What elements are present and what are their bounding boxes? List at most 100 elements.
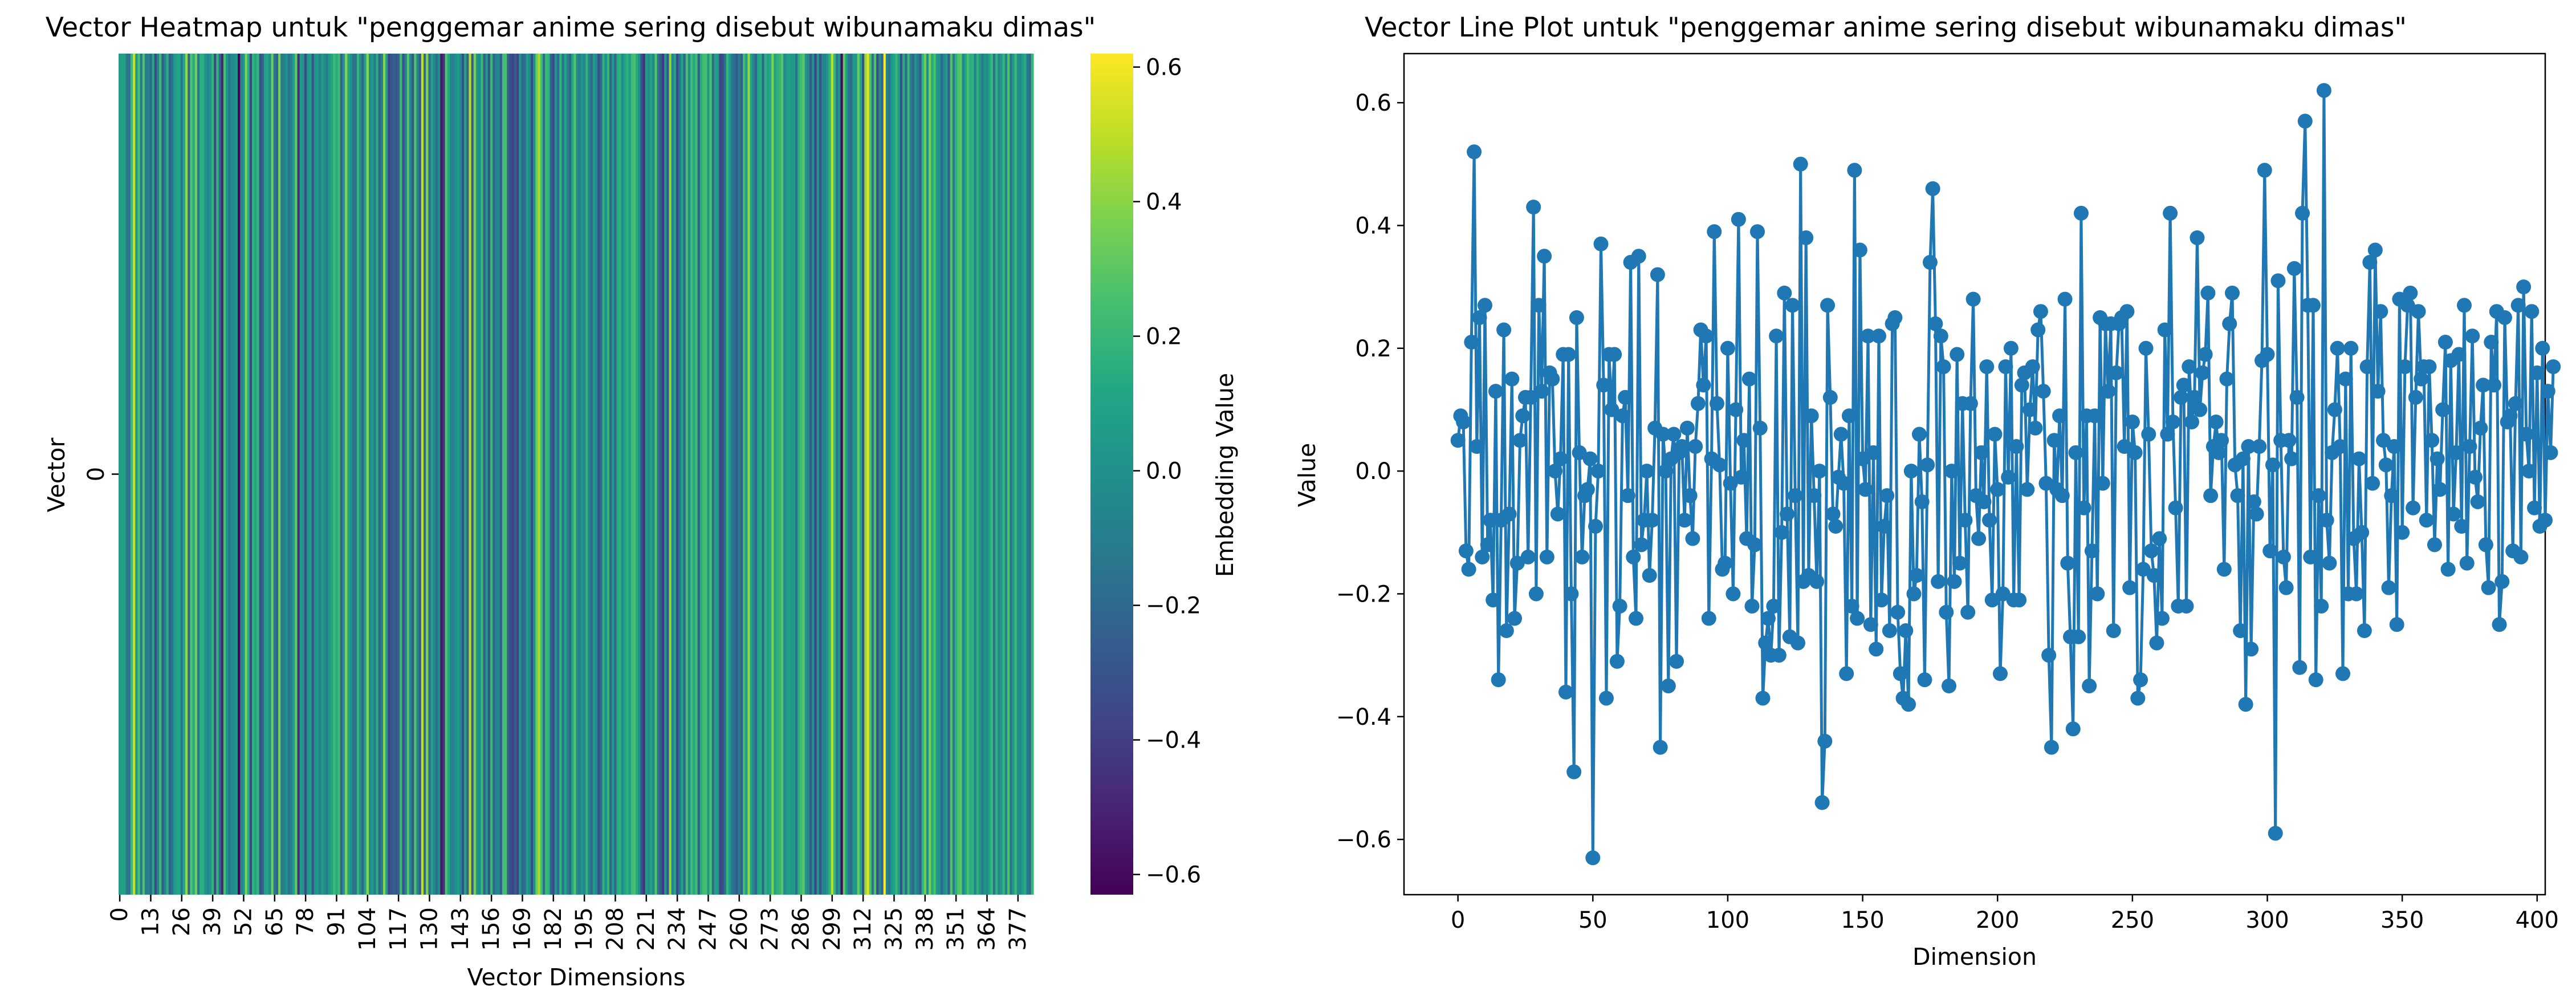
heatmap-cell: [654, 54, 658, 895]
line-plot-point: [2033, 304, 2048, 319]
line-plot-point: [2538, 513, 2553, 528]
line-plot-x-tick-label: 50: [1578, 907, 1608, 933]
heatmap-cell: [866, 54, 870, 895]
heatmap-cell: [433, 54, 436, 895]
heatmap-cell: [707, 54, 710, 895]
heatmap-x-tick-label: 299: [819, 907, 845, 951]
line-plot-y-tick-label: 0.6: [1355, 90, 1391, 116]
heatmap-cell: [445, 54, 448, 895]
line-plot-point: [2476, 377, 2491, 393]
line-plot-point: [2322, 555, 2337, 571]
colorbar-tick-label: −0.4: [1146, 728, 1201, 754]
line-plot-point: [2470, 494, 2485, 509]
line-plot-point: [2084, 543, 2099, 559]
heatmap-cell: [938, 54, 941, 895]
line-plot-point: [2073, 205, 2089, 221]
line-plot-point: [1882, 623, 1897, 639]
line-plot-point: [2540, 384, 2555, 399]
heatmap-cell: [626, 54, 629, 895]
line-plot-point: [1690, 396, 1706, 411]
line-plot-point: [2448, 445, 2464, 460]
line-plot-point: [2338, 371, 2353, 387]
heatmap-cell: [757, 54, 760, 895]
line-plot-point: [1642, 568, 1657, 583]
heatmap-cell: [156, 54, 160, 895]
heatmap-cell: [406, 54, 410, 895]
heatmap-cell: [833, 54, 836, 895]
heatmap-cell: [252, 54, 255, 895]
heatmap-cell: [747, 54, 751, 895]
heatmap-cell: [392, 54, 396, 895]
heatmap-cell: [245, 54, 248, 895]
heatmap-y-tick-label: 0: [83, 467, 109, 481]
heatmap-cell: [271, 54, 274, 895]
line-plot-point: [1653, 740, 1668, 755]
line-plot-point: [2508, 396, 2523, 411]
heatmap-cell: [330, 54, 333, 895]
line-plot-point: [1861, 328, 1876, 344]
line-plot-point: [1685, 531, 1700, 546]
line-plot-point: [2141, 427, 2156, 442]
heatmap-cell: [378, 54, 381, 895]
line-plot-point: [2535, 340, 2550, 356]
line-plot-point: [2521, 464, 2537, 479]
line-plot-point: [2303, 549, 2318, 565]
heatmap-cell: [266, 54, 269, 895]
line-plot-point: [1850, 611, 1865, 626]
heatmap-cell: [783, 54, 786, 895]
line-plot-point: [2414, 371, 2429, 387]
line-plot-point: [1879, 488, 1895, 504]
line-plot-point: [2244, 641, 2259, 657]
heatmap-cell: [731, 54, 734, 895]
heatmap-cell: [481, 54, 484, 895]
heatmap-cell: [390, 54, 393, 895]
heatmap-cell: [780, 54, 784, 895]
heatmap-cell: [361, 54, 365, 895]
heatmap-cell: [263, 54, 267, 895]
heatmap-cell: [776, 54, 779, 895]
heatmap-x-tick-label: 260: [726, 907, 752, 951]
line-plot-point: [2197, 347, 2213, 362]
line-plot-point: [1626, 549, 1641, 565]
heatmap-cell: [509, 54, 512, 895]
line-plot-point: [2319, 513, 2334, 528]
heatmap-cell: [800, 54, 803, 895]
heatmap-cell: [888, 54, 891, 895]
line-plot-point: [2214, 433, 2229, 448]
line-plot-point: [2365, 476, 2380, 491]
heatmap-cell: [418, 54, 422, 895]
line-plot-point: [2041, 648, 2057, 663]
heatmap-cell: [1010, 54, 1012, 895]
heatmap-cell: [831, 54, 834, 895]
heatmap-cell: [140, 54, 143, 895]
line-plot-point: [1812, 464, 1827, 479]
line-plot-point: [1979, 359, 1995, 375]
heatmap-cell: [931, 54, 934, 895]
heatmap-cell: [233, 54, 236, 895]
heatmap-cell: [607, 54, 610, 895]
line-plot-point: [2430, 451, 2445, 466]
line-plot-point: [1572, 445, 1587, 460]
heatmap-cell: [521, 54, 524, 895]
line-plot-point: [2543, 445, 2558, 460]
line-plot-point: [2384, 488, 2399, 504]
line-plot-point: [2187, 389, 2202, 405]
line-plot-point: [1814, 795, 1830, 810]
heatmap-cell: [349, 54, 353, 895]
heatmap-cell: [788, 54, 791, 895]
line-plot-series: [1450, 83, 2561, 866]
line-plot-point: [2265, 457, 2280, 473]
line-plot-point: [2462, 439, 2477, 454]
heatmap-cell: [426, 54, 429, 895]
line-plot-point: [2208, 414, 2224, 429]
line-plot-point: [2200, 285, 2216, 301]
line-plot-point: [1512, 433, 1528, 448]
heatmap-cell: [428, 54, 432, 895]
heatmap-cell: [499, 54, 503, 895]
line-plot-point: [1598, 691, 1614, 706]
line-plot-point: [1596, 377, 1611, 393]
heatmap-cell: [424, 54, 426, 895]
heatmap-cell: [257, 54, 260, 895]
heatmap-cell: [149, 54, 153, 895]
line-plot-point: [2354, 525, 2370, 540]
